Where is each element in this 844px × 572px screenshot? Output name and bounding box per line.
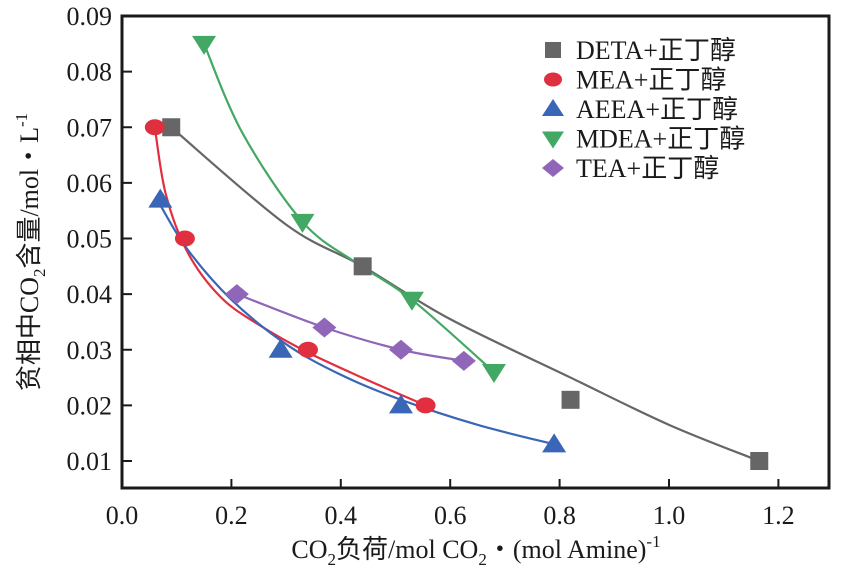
marker-diamond — [388, 339, 413, 360]
marker-circle — [144, 119, 165, 136]
marker-triangle-down — [399, 291, 424, 311]
y-tick-label: 0.09 — [67, 2, 113, 31]
marker-square — [545, 42, 561, 58]
marker-circle — [174, 230, 195, 247]
y-tick-label: 0.05 — [67, 225, 113, 254]
x-axis-ticks: 0.0 0.2 0.4 0.6 0.8 1.0 1.2 — [106, 479, 795, 530]
marker-triangle-down — [290, 213, 315, 233]
legend-item: TEA+正丁醇 — [542, 154, 719, 183]
x-label-part-c: ・(mol Amine) — [487, 535, 647, 564]
legend-item: AEEA+正丁醇 — [542, 95, 738, 124]
marker-triangle-down — [192, 35, 217, 55]
marker-square — [561, 390, 580, 409]
data-markers — [144, 35, 769, 470]
fit-curve — [236, 293, 465, 362]
x-tick-label: 0.0 — [106, 501, 139, 530]
x-tick-label: 1.2 — [762, 501, 795, 530]
y-label-part-b: 含量/mol・L — [15, 127, 44, 269]
y-tick-label: 0.01 — [67, 447, 113, 476]
legend-label: DETA+正丁醇 — [576, 36, 736, 65]
fit-curve — [170, 126, 760, 463]
marker-triangle-down — [542, 131, 564, 149]
marker-triangle-down — [481, 364, 506, 383]
marker-triangle-up — [148, 188, 173, 208]
x-tick-label: 0.2 — [215, 501, 248, 530]
y-tick-label: 0.03 — [67, 336, 113, 365]
marker-square — [162, 118, 181, 137]
marker-square — [750, 452, 769, 470]
marker-circle — [297, 341, 318, 358]
marker-circle — [415, 397, 436, 414]
x-label-part-a: CO — [291, 535, 327, 564]
marker-triangle-up — [542, 99, 564, 116]
marker-triangle-up — [542, 433, 567, 453]
y-axis-label: 贫相中CO2含量/mol・L-1 — [12, 113, 49, 391]
legend-item: DETA+正丁醇 — [545, 36, 736, 65]
x-label-sub-a: 2 — [328, 550, 337, 569]
fit-curves — [153, 43, 760, 463]
marker-diamond — [542, 159, 564, 177]
x-label-sub-b: 2 — [478, 550, 487, 569]
marker-diamond — [451, 350, 476, 371]
y-label-part-a: 贫相中CO — [15, 277, 44, 391]
x-tick-label: 1.0 — [653, 501, 686, 530]
x-tick-label: 0.8 — [543, 501, 576, 530]
y-tick-label: 0.04 — [67, 280, 113, 309]
y-label-sub-a: 2 — [30, 269, 49, 278]
y-tick-label: 0.06 — [67, 169, 113, 198]
x-label-sup-c: -1 — [646, 532, 660, 551]
y-tick-label: 0.08 — [67, 58, 113, 87]
legend-label: TEA+正丁醇 — [576, 154, 719, 183]
legend-label: MDEA+正丁醇 — [576, 125, 745, 154]
y-tick-label: 0.07 — [67, 113, 113, 142]
marker-triangle-up — [388, 394, 413, 414]
x-tick-label: 0.4 — [325, 501, 358, 530]
marker-diamond — [224, 284, 249, 305]
marker-circle — [544, 72, 562, 87]
marker-diamond — [312, 317, 337, 338]
y-label-sup-b: -1 — [12, 113, 31, 127]
fit-curve — [203, 43, 495, 373]
plot-frame — [120, 14, 831, 490]
marker-triangle-up — [268, 338, 293, 358]
x-axis-label: CO2负荷/mol CO2・(mol Amine)-1 — [291, 532, 660, 569]
legend-label: MEA+正丁醇 — [576, 66, 726, 95]
x-tick-label: 0.6 — [434, 501, 467, 530]
x-label-part-b: 负荷/mol CO — [336, 535, 478, 564]
fit-curve — [153, 127, 427, 407]
fit-curve — [159, 204, 555, 446]
legend-item: MEA+正丁醇 — [544, 66, 726, 95]
y-tick-label: 0.02 — [67, 391, 113, 420]
y-axis-ticks: 0.01 0.02 0.03 0.04 0.05 0.06 0.07 0.08 0.09 — [67, 2, 132, 476]
marker-square — [353, 257, 372, 276]
legend-item: MDEA+正丁醇 — [542, 125, 745, 154]
legend-label: AEEA+正丁醇 — [576, 95, 738, 124]
